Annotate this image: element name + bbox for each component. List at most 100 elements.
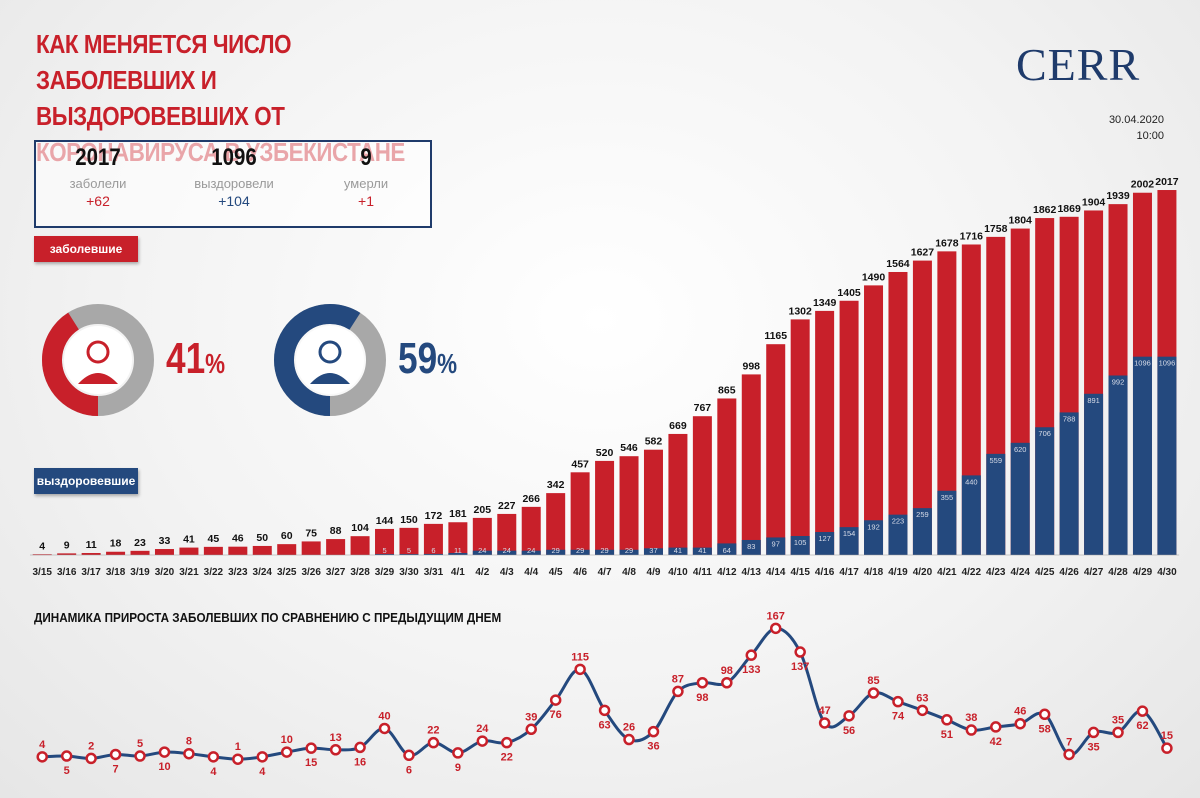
bar-sick-label: 75 xyxy=(305,527,317,539)
x-tick-label: 3/26 xyxy=(301,567,321,578)
bar-recovered xyxy=(1059,412,1079,555)
bar-recovered xyxy=(839,527,859,555)
bar-sick-label: 1758 xyxy=(984,223,1008,235)
line-point-label: 167 xyxy=(767,610,785,622)
bar-recovered xyxy=(595,549,615,555)
bar-recovered xyxy=(1035,427,1055,555)
recovered-percent-sign: % xyxy=(437,348,458,379)
bar-sick xyxy=(32,554,52,556)
x-tick-label: 4/6 xyxy=(573,567,587,578)
line-point xyxy=(452,747,464,759)
line-point xyxy=(134,750,146,762)
x-tick-label: 3/30 xyxy=(399,567,419,578)
bar-recovered-label: 788 xyxy=(1063,414,1076,423)
line-point-label: 42 xyxy=(990,736,1002,748)
x-tick-label: 4/4 xyxy=(524,567,538,578)
line-point-label: 13 xyxy=(330,732,342,744)
bar-sick-label: 1490 xyxy=(862,271,886,283)
line-point-label: 35 xyxy=(1087,741,1099,753)
bar-sick xyxy=(766,344,786,555)
bar-recovered xyxy=(912,508,932,555)
line-point xyxy=(574,663,586,676)
line-point xyxy=(403,749,415,762)
line-point xyxy=(647,725,660,738)
x-tick-label: 4/26 xyxy=(1059,567,1079,578)
line-point-label: 87 xyxy=(672,673,684,685)
bar-sick xyxy=(375,528,395,555)
sick-percent: 41% xyxy=(166,334,225,384)
bar-recovered-label: 24 xyxy=(503,546,511,555)
bar-recovered-label: 6 xyxy=(431,546,435,555)
bar-sick-label: 669 xyxy=(669,420,687,432)
bar-recovered-label: 259 xyxy=(916,510,929,519)
legend-tag-sick: заболевшие xyxy=(34,236,138,262)
line-point-label: 22 xyxy=(427,725,439,737)
line-point-label: 40 xyxy=(378,710,390,722)
bar-sick-label: 23 xyxy=(134,537,146,549)
bar-recovered-label: 97 xyxy=(772,539,780,548)
bar-sick xyxy=(57,553,77,555)
bar-sick-label: 1349 xyxy=(813,297,837,309)
x-tick-label: 4/7 xyxy=(598,567,612,578)
sick-count: 2017 xyxy=(75,144,121,171)
date-stamp: 30.04.2020 10:00 xyxy=(1100,112,1164,144)
bar-sick xyxy=(521,506,541,555)
recovered-percent: 59% xyxy=(398,334,457,384)
died-delta: +1 xyxy=(358,193,374,209)
sick-percent-value: 41 xyxy=(166,334,206,383)
x-tick-label: 4/10 xyxy=(668,567,688,578)
x-tick-label: 4/16 xyxy=(815,567,835,578)
line-point xyxy=(549,694,562,706)
bar-sick xyxy=(277,544,297,555)
line-point-label: 24 xyxy=(476,723,489,735)
bar-sick xyxy=(692,416,712,555)
x-tick-label: 4/5 xyxy=(549,567,563,578)
bar-sick-label: 342 xyxy=(547,479,565,491)
x-tick-label: 4/19 xyxy=(888,567,908,578)
line-point xyxy=(232,753,244,765)
bar-recovered-label: 154 xyxy=(843,529,856,538)
line-point-label: 16 xyxy=(354,756,366,768)
line-point-label: 1 xyxy=(235,741,241,753)
line-point-label: 46 xyxy=(1014,706,1026,718)
bar-recovered xyxy=(497,550,517,555)
x-tick-label: 4/14 xyxy=(766,567,786,578)
bar-sick xyxy=(399,527,419,555)
line-point-label: 15 xyxy=(1161,730,1173,742)
line-point-label: 26 xyxy=(623,722,635,734)
x-tick-label: 4/24 xyxy=(1010,567,1030,578)
bar-sick xyxy=(815,310,835,555)
line-point xyxy=(60,750,73,762)
bar-sick xyxy=(423,523,443,555)
x-tick-label: 3/20 xyxy=(155,567,175,578)
line-point xyxy=(1063,748,1075,761)
line-point xyxy=(916,704,929,717)
bar-recovered-label: 5 xyxy=(407,546,411,555)
line-point-label: 47 xyxy=(819,705,831,717)
bar-sick xyxy=(228,546,248,555)
bar-sick-label: 266 xyxy=(522,493,540,505)
x-tick-label: 4/29 xyxy=(1133,567,1153,578)
line-point xyxy=(1014,717,1026,730)
bar-recovered xyxy=(937,490,957,555)
bar-chart: 4 3/15 9 3/16 11 3/17 18 3/18 23 3/19 33 3/20 41 3/21… xyxy=(30,176,1180,578)
line-point xyxy=(183,747,195,760)
bar-recovered xyxy=(961,475,981,555)
recovered-donut-person-body-icon xyxy=(310,373,350,384)
line-point-label: 63 xyxy=(598,719,610,731)
bar-recovered-label: 29 xyxy=(576,546,584,555)
line-point-label: 4 xyxy=(259,766,266,778)
x-tick-label: 3/25 xyxy=(277,567,297,578)
cerr-logo: CERR xyxy=(1016,39,1141,90)
line-point xyxy=(207,751,220,763)
bar-sick-label: 181 xyxy=(449,508,467,520)
bar-sick-label: 767 xyxy=(694,402,712,414)
bar-sick xyxy=(717,398,737,555)
bar-sick-label: 150 xyxy=(400,514,418,526)
line-point xyxy=(1136,705,1149,717)
bar-recovered-label: 891 xyxy=(1087,396,1100,405)
x-tick-label: 3/21 xyxy=(179,567,199,578)
bar-recovered-label: 29 xyxy=(600,546,608,555)
donut-group xyxy=(42,304,386,416)
bar-sick xyxy=(326,539,346,555)
